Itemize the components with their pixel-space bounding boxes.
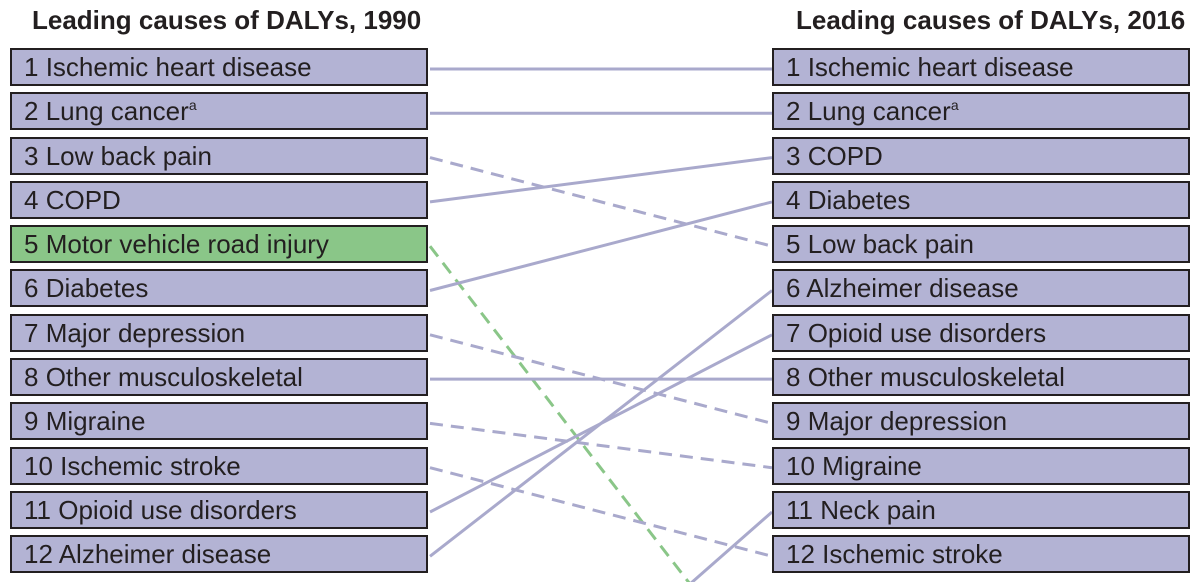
rank-list-2016: 1 Ischemic heart disease 2 Lung cancera 3 … xyxy=(772,48,1190,580)
rank-number: 2 xyxy=(786,96,801,127)
rank-label: Major depression xyxy=(807,406,1008,437)
rank-item-2016-8: 8 Other musculoskeletal xyxy=(772,358,1190,397)
rank-number: 12 xyxy=(786,539,815,570)
connector-6-to-4 xyxy=(429,200,773,292)
rank-label: Low back pain xyxy=(807,229,974,260)
rank-label: Other musculoskeletal xyxy=(807,362,1065,393)
rank-number: 7 xyxy=(786,317,801,348)
rank-number: 2 xyxy=(24,96,39,127)
rank-item-1990-6: 6 Diabetes xyxy=(10,269,428,308)
rank-label: Low back pain xyxy=(45,140,212,171)
rank-label: Lung cancer xyxy=(45,96,189,127)
rank-number: 11 xyxy=(786,494,813,525)
title-2016: Leading causes of DALYs, 2016 xyxy=(796,5,1186,35)
connector-9-to-10 xyxy=(429,421,773,470)
rank-label: Ischemic stroke xyxy=(822,539,1003,570)
rank-item-1990-3: 3 Low back pain xyxy=(10,136,428,175)
rank-item-1990-10: 10 Ischemic stroke xyxy=(10,446,428,485)
rank-label: Other musculoskeletal xyxy=(45,362,303,393)
rank-number: 11 xyxy=(24,494,51,525)
rank-label: COPD xyxy=(45,184,121,215)
rank-label: Major depression xyxy=(45,317,246,348)
rank-item-2016-3: 3 COPD xyxy=(772,136,1190,175)
connector-out-to-11 xyxy=(690,510,773,582)
rank-item-2016-9: 9 Major depression xyxy=(772,402,1190,441)
rank-number: 10 xyxy=(786,450,815,481)
rank-number: 4 xyxy=(786,184,801,215)
title-1990: Leading causes of DALYs, 1990 xyxy=(32,5,422,35)
footnote-marker: a xyxy=(188,97,197,114)
rank-label: Diabetes xyxy=(807,184,911,215)
rank-number: 12 xyxy=(24,539,53,570)
rank-label: Opioid use disorders xyxy=(58,494,297,525)
rank-number: 4 xyxy=(24,184,39,215)
rank-label: Migraine xyxy=(45,406,146,437)
rank-number: 9 xyxy=(786,406,801,437)
rank-item-1990-11: 11 Opioid use disorders xyxy=(10,490,428,529)
footnote-marker: a xyxy=(950,97,959,114)
rank-number: 9 xyxy=(24,406,39,437)
rank-item-2016-5: 5 Low back pain xyxy=(772,225,1190,264)
rank-item-2016-6: 6 Alzheimer disease xyxy=(772,269,1190,308)
rank-item-1990-1: 1 Ischemic heart disease xyxy=(10,48,428,86)
rank-item-1990-7: 7 Major depression xyxy=(10,313,428,352)
rank-number: 5 xyxy=(24,229,39,260)
rank-label: Lung cancer xyxy=(807,96,951,127)
rank-list-1990: 1 Ischemic heart disease 2 Lung cancera 3 … xyxy=(10,48,428,580)
rank-item-2016-11: 11 Neck pain xyxy=(772,490,1190,529)
rank-label: COPD xyxy=(807,140,883,171)
rank-number: 8 xyxy=(24,362,39,393)
rank-label: Migraine xyxy=(822,450,922,481)
rank-label: Ischemic stroke xyxy=(60,450,241,481)
rank-item-2016-1: 1 Ischemic heart disease xyxy=(772,48,1190,86)
rank-item-2016-12: 12 Ischemic stroke xyxy=(772,535,1190,574)
rank-number: 8 xyxy=(786,362,801,393)
rank-item-1990-2: 2 Lung cancera xyxy=(10,92,428,131)
rank-number: 6 xyxy=(24,273,39,304)
rank-number: 3 xyxy=(786,140,801,171)
connector-12-to-6 xyxy=(429,289,773,558)
rank-item-1990-5: 5 Motor vehicle road injury xyxy=(10,225,428,264)
rank-label: Diabetes xyxy=(45,273,149,304)
rank-number: 1 xyxy=(786,52,801,82)
rank-label: Ischemic heart disease xyxy=(807,52,1074,82)
rank-number: 3 xyxy=(24,140,39,171)
rank-number: 6 xyxy=(786,273,801,304)
rank-item-2016-10: 10 Migraine xyxy=(772,446,1190,485)
rank-label: Opioid use disorders xyxy=(807,317,1047,348)
rank-item-1990-8: 8 Other musculoskeletal xyxy=(10,358,428,397)
connector-10-to-12 xyxy=(429,466,773,558)
rank-label: Alzheimer disease xyxy=(806,273,1019,304)
rank-label: Alzheimer disease xyxy=(58,539,272,570)
rank-label: Neck pain xyxy=(820,494,936,525)
connector-5-to-out xyxy=(428,245,691,582)
rank-item-2016-4: 4 Diabetes xyxy=(772,180,1190,219)
rank-number: 1 xyxy=(24,52,39,82)
rank-item-1990-12: 12 Alzheimer disease xyxy=(10,535,428,574)
rank-number: 10 xyxy=(24,450,53,481)
rank-item-1990-9: 9 Migraine xyxy=(10,402,428,441)
rank-label: Ischemic heart disease xyxy=(45,52,312,82)
connector-3-to-5 xyxy=(429,156,773,248)
rank-number: 5 xyxy=(786,229,801,260)
rank-label: Motor vehicle road injury xyxy=(45,229,329,260)
rank-number: 7 xyxy=(24,317,39,348)
connector-4-to-3 xyxy=(429,156,773,204)
rank-item-1990-4: 4 COPD xyxy=(10,180,428,219)
rank-item-2016-7: 7 Opioid use disorders xyxy=(772,313,1190,352)
rank-item-2016-2: 2 Lung cancera xyxy=(772,92,1190,131)
